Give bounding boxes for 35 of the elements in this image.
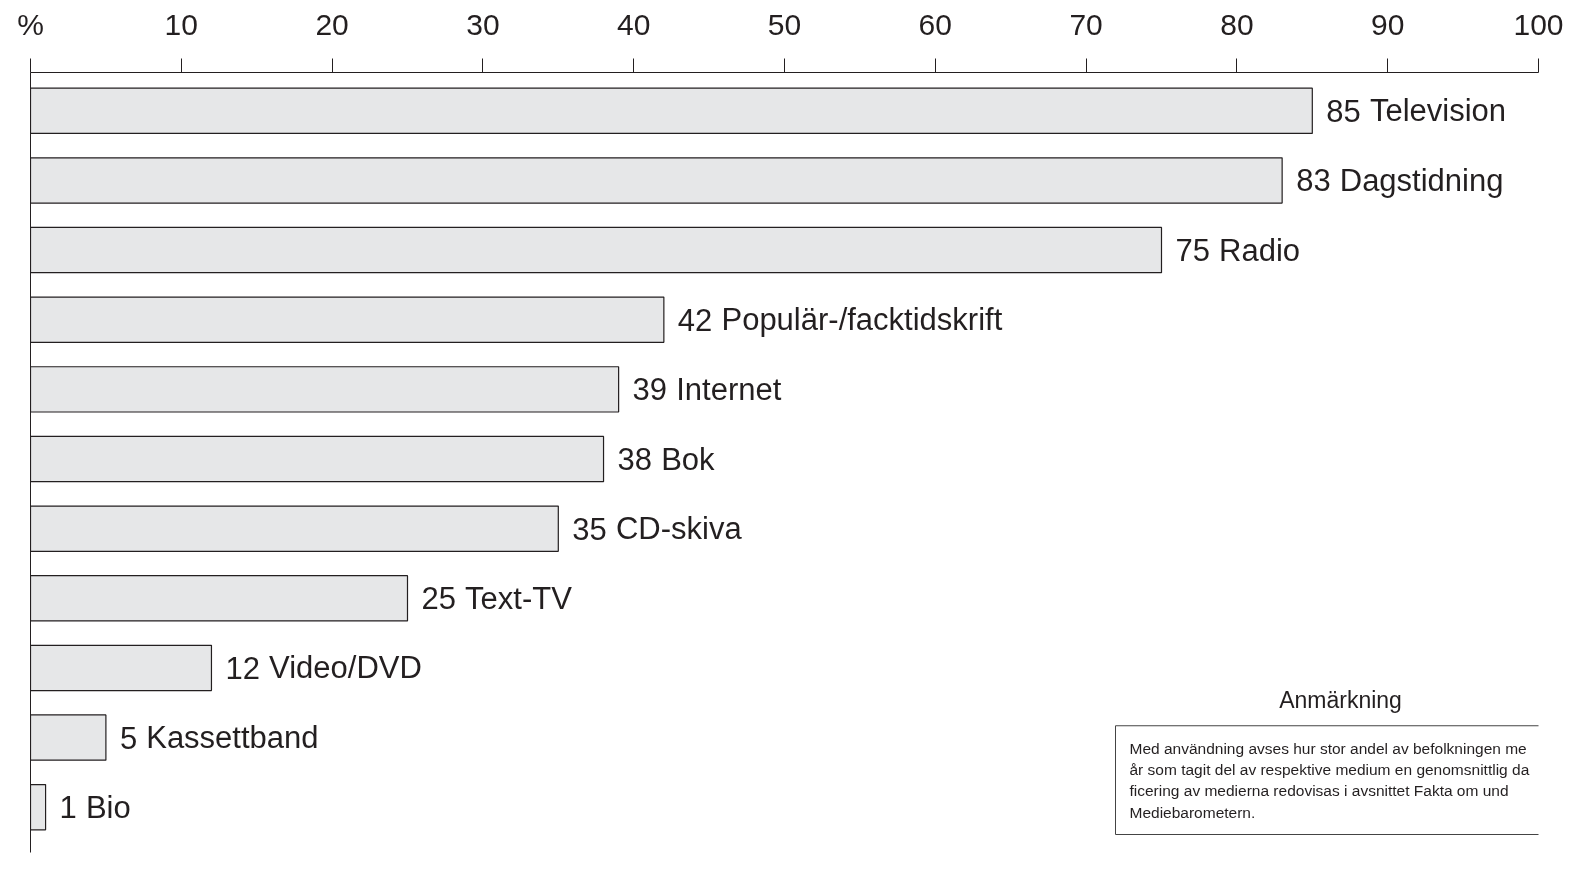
- y-tick-label: Populär-/facktidskrift: [721, 302, 1003, 338]
- data-label: 83: [1296, 163, 1331, 199]
- y-tick-label: Bok: [661, 441, 716, 477]
- y-tick-label: Kassettband: [146, 720, 319, 756]
- x-tick-label: %: [17, 7, 44, 41]
- annotation: Anmärkning: [1279, 686, 1402, 713]
- x-tick-label: 50: [767, 7, 802, 41]
- y-tick-label: CD-skiva: [615, 511, 743, 547]
- x-tick-label: 10: [164, 7, 198, 41]
- y-tick-label: Internet: [676, 371, 782, 407]
- y-tick-label: Text-TV: [465, 580, 573, 616]
- x-tick-label: 20: [315, 7, 349, 41]
- x-tick-label: 100: [1513, 7, 1564, 41]
- data-label: 5: [119, 720, 138, 756]
- x-tick-label: 60: [918, 7, 952, 41]
- y-tick-label: Dagstidning: [1339, 162, 1504, 198]
- data-label: 39: [632, 372, 668, 408]
- y-tick-label: Television: [1369, 93, 1507, 129]
- data-label: 38: [617, 442, 653, 478]
- x-tick-label: 80: [1220, 7, 1254, 41]
- data-label: 25: [421, 581, 456, 617]
- data-label: 42: [677, 302, 713, 338]
- data-label: 35: [572, 511, 607, 547]
- y-tick-label: Bio: [85, 789, 131, 825]
- y-tick-label: Radio: [1219, 232, 1301, 268]
- x-tick-label: 90: [1371, 7, 1405, 41]
- x-tick-label: 40: [617, 7, 651, 41]
- x-tick-label: 30: [466, 7, 500, 41]
- annotation: Med användning avses hur stor andel av befolkningen me år som tagit del av respektive medium en genomsnittlig da ficering av medierna redovisas i avsnittet Fakta om und Mediebarometern.: [1129, 739, 1530, 821]
- data-label: 1: [59, 790, 77, 826]
- data-label: 12: [225, 650, 260, 686]
- data-label: 75: [1175, 233, 1210, 269]
- data-label: 85: [1326, 93, 1361, 129]
- x-tick-label: 70: [1069, 7, 1103, 41]
- y-tick-label: Video/DVD: [269, 650, 422, 686]
